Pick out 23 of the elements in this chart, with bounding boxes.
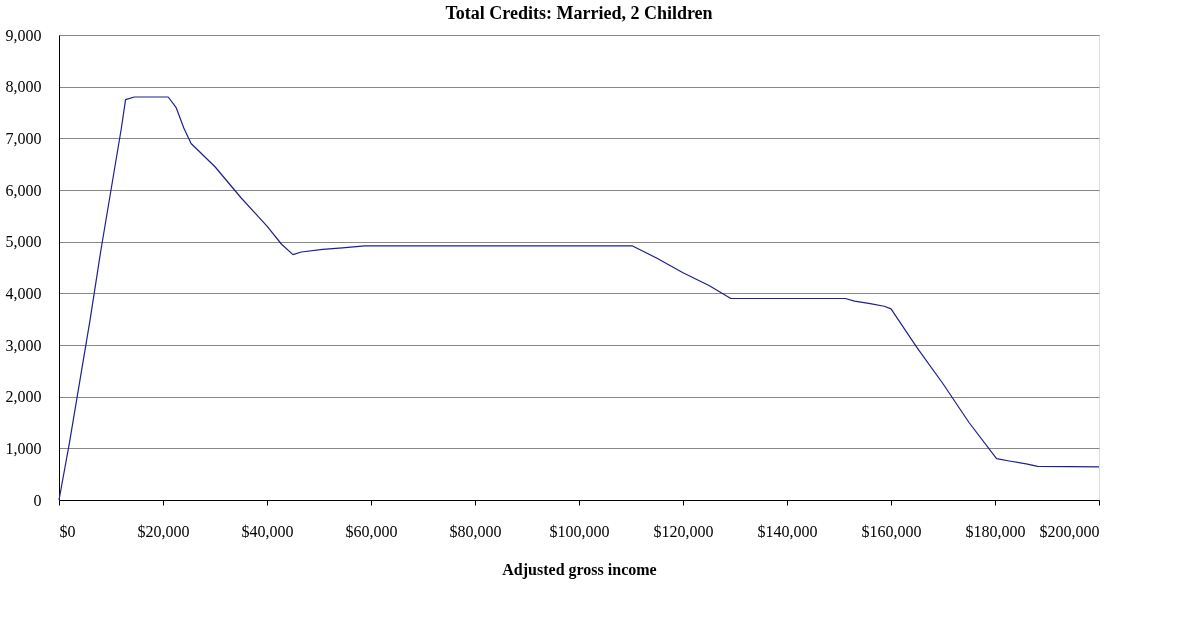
x-tick-label: $160,000 — [861, 522, 922, 540]
x-tick-label: $200,000 — [1039, 522, 1100, 540]
y-tick-label: 3,000 — [5, 336, 42, 354]
x-axis-title: Adjusted gross income — [502, 560, 657, 579]
y-tick-label: 6,000 — [5, 181, 42, 199]
x-tick-label: $40,000 — [241, 522, 294, 540]
y-tick-label: 5,000 — [5, 233, 42, 251]
x-tick-label: $100,000 — [549, 522, 610, 540]
x-tick-label: $180,000 — [965, 522, 1026, 540]
x-tick-label: $20,000 — [137, 522, 190, 540]
x-tick-label: $140,000 — [757, 522, 818, 540]
y-tick-label: 9,000 — [5, 26, 42, 44]
chart-title: Total Credits: Married, 2 Children — [445, 3, 713, 23]
x-tick-label: $60,000 — [345, 522, 398, 540]
y-tick-label: 2,000 — [5, 388, 42, 406]
y-tick-label: 8,000 — [5, 78, 42, 96]
y-tick-label: 0 — [33, 491, 42, 509]
y-tick-label: 7,000 — [5, 129, 42, 147]
y-tick-label: 4,000 — [5, 284, 42, 302]
x-tick-label: $0 — [59, 522, 76, 540]
x-tick-label: $120,000 — [653, 522, 714, 540]
y-tick-label: 1,000 — [5, 439, 42, 457]
x-tick-label: $80,000 — [449, 522, 502, 540]
